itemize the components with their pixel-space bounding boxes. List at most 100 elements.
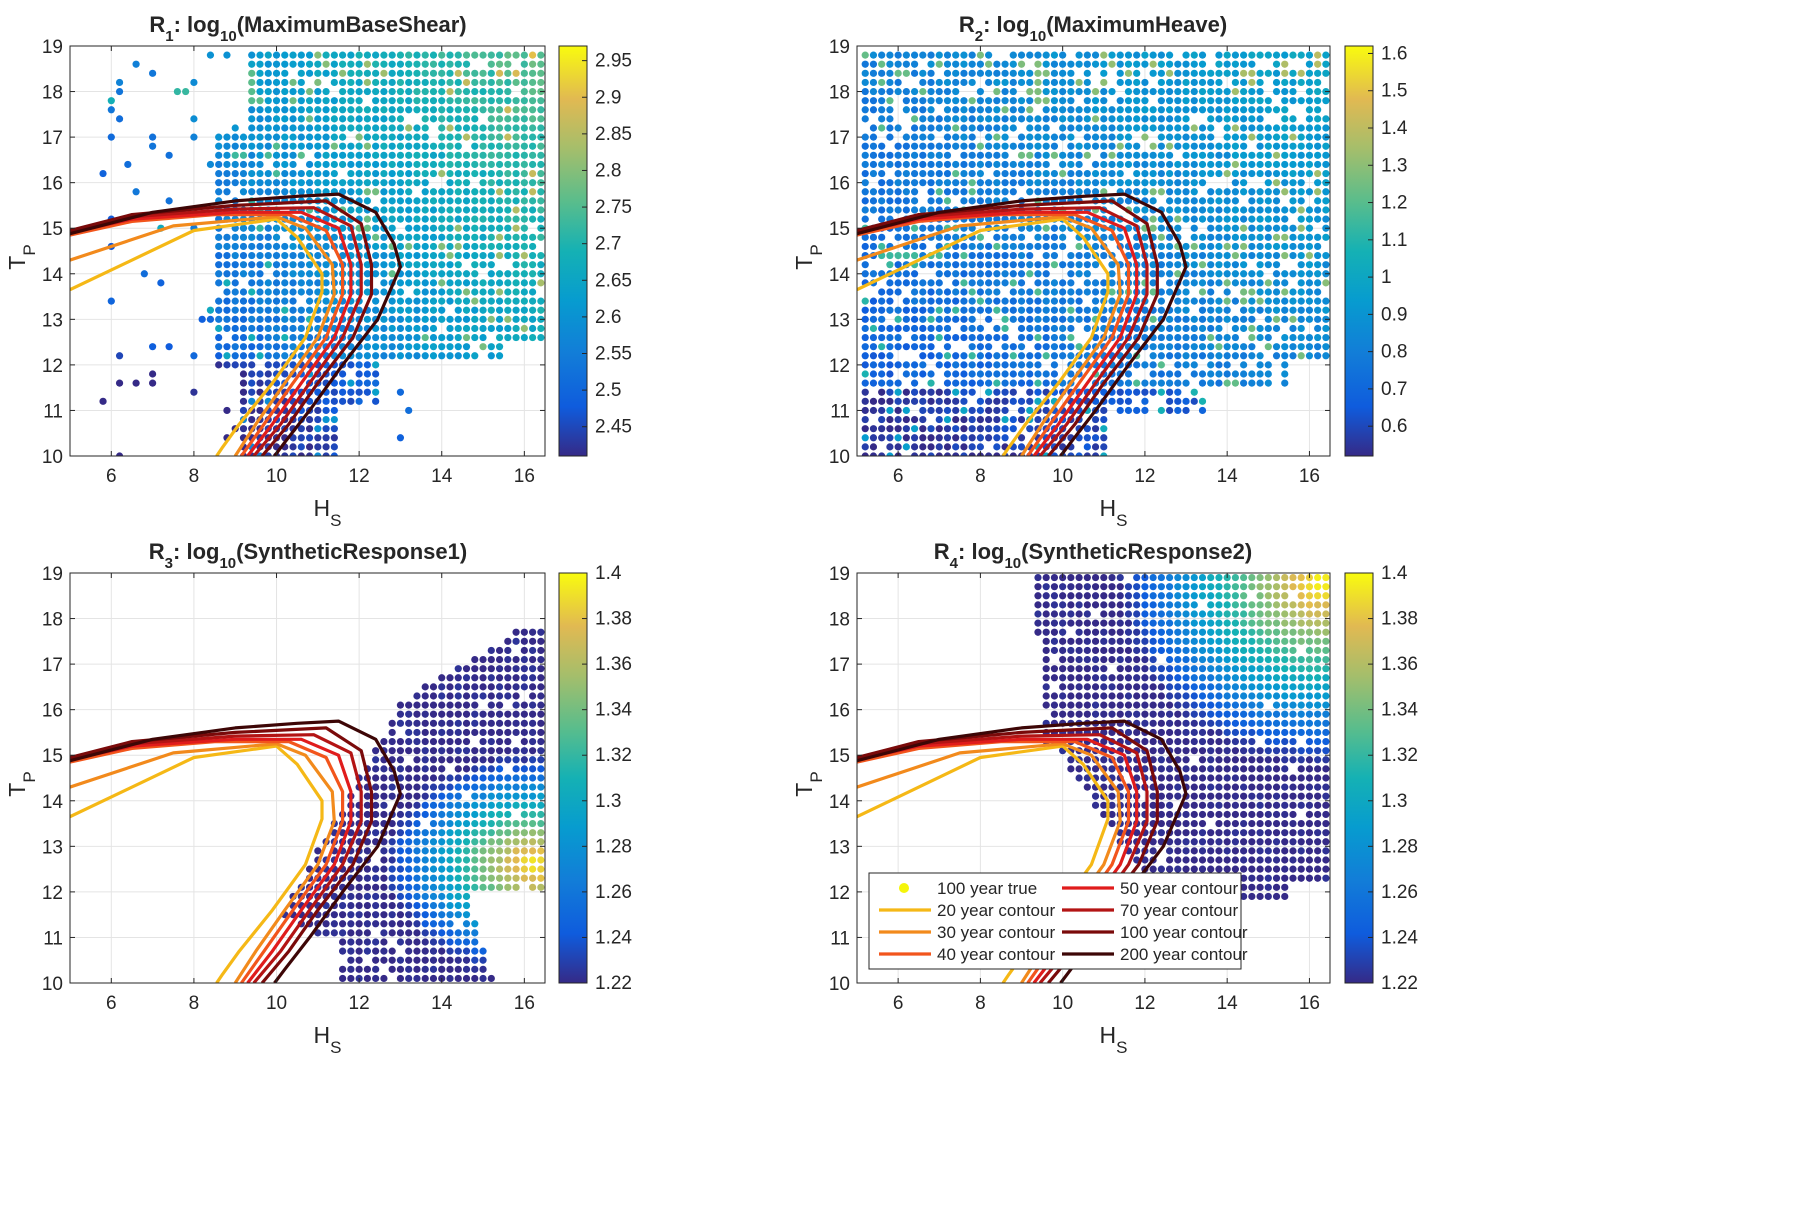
scatter-point	[364, 938, 371, 945]
scatter-point	[969, 334, 976, 341]
scatter-point	[504, 206, 511, 213]
scatter-point	[936, 152, 943, 159]
scatter-point	[1092, 243, 1099, 250]
scatter-point	[1199, 261, 1206, 268]
scatter-point	[446, 683, 453, 690]
colorbar: 2.452.52.552.62.652.72.752.82.852.92.95	[559, 46, 632, 456]
scatter-point	[1166, 252, 1173, 259]
scatter-point	[969, 188, 976, 195]
scatter-point	[985, 143, 992, 150]
scatter-point	[488, 820, 495, 827]
scatter-point	[380, 70, 387, 77]
scatter-point	[1256, 161, 1263, 168]
scatter-point	[919, 298, 926, 305]
scatter-point	[413, 802, 420, 809]
scatter-point	[322, 298, 329, 305]
scatter-point	[496, 234, 503, 241]
scatter-point	[862, 161, 869, 168]
scatter-point	[1232, 206, 1239, 213]
y-tick-label: 17	[829, 128, 850, 149]
scatter-point	[314, 252, 321, 259]
scatter-point	[1174, 407, 1181, 414]
scatter-point	[347, 920, 354, 927]
scatter-point	[512, 784, 519, 791]
scatter-point	[512, 179, 519, 186]
scatter-point	[944, 316, 951, 323]
scatter-point	[289, 325, 296, 332]
scatter-point	[1092, 674, 1099, 681]
scatter-point	[927, 352, 934, 359]
scatter-point	[993, 106, 1000, 113]
scatter-point	[413, 307, 420, 314]
scatter-point	[1166, 170, 1173, 177]
scatter-point	[422, 270, 429, 277]
scatter-point	[895, 252, 902, 259]
scatter-point	[389, 738, 396, 745]
scatter-point	[1059, 702, 1066, 709]
scatter-point	[944, 152, 951, 159]
scatter-point	[993, 425, 1000, 432]
scatter-point	[886, 334, 893, 341]
scatter-point	[281, 298, 288, 305]
scatter-point	[936, 270, 943, 277]
scatter-point	[339, 115, 346, 122]
scatter-point	[1215, 325, 1222, 332]
scatter-point	[1289, 152, 1296, 159]
scatter-point	[969, 288, 976, 295]
scatter-point	[479, 829, 486, 836]
scatter-point	[223, 152, 230, 159]
scatter-point	[1108, 702, 1115, 709]
scatter-point	[952, 334, 959, 341]
scatter-point	[455, 893, 462, 900]
scatter-point	[496, 866, 503, 873]
scatter-point	[1092, 307, 1099, 314]
scatter-point	[1207, 106, 1214, 113]
scatter-point	[232, 179, 239, 186]
scatter-point	[985, 434, 992, 441]
scatter-point	[372, 270, 379, 277]
scatter-point	[1108, 656, 1115, 663]
scatter-point	[870, 398, 877, 405]
scatter-point	[960, 52, 967, 59]
scatter-point	[479, 216, 486, 223]
scatter-point	[1207, 79, 1214, 86]
scatter-point	[496, 838, 503, 845]
scatter-point	[1256, 115, 1263, 122]
scatter-point	[331, 70, 338, 77]
scatter-point	[389, 161, 396, 168]
scatter-point	[1010, 416, 1017, 423]
scatter-point	[1199, 288, 1206, 295]
scatter-point	[529, 747, 536, 754]
scatter-point	[512, 656, 519, 663]
scatter-point	[463, 234, 470, 241]
scatter-point	[289, 288, 296, 295]
scatter-point	[911, 443, 918, 450]
scatter-point	[919, 288, 926, 295]
scatter-point	[895, 288, 902, 295]
scatter-point	[521, 784, 528, 791]
scatter-point	[471, 298, 478, 305]
scatter-point	[1034, 389, 1041, 396]
scatter-point	[1191, 97, 1198, 104]
scatter-point	[512, 307, 519, 314]
scatter-point	[1166, 234, 1173, 241]
scatter-point	[1076, 270, 1083, 277]
scatter-point	[1273, 279, 1280, 286]
scatter-point	[903, 407, 910, 414]
scatter-point	[364, 875, 371, 882]
scatter-point	[496, 747, 503, 754]
scatter-point	[1092, 88, 1099, 95]
scatter-point	[422, 52, 429, 59]
scatter-point	[1043, 243, 1050, 250]
scatter-point	[1100, 61, 1107, 68]
scatter-point	[993, 170, 1000, 177]
scatter-point	[496, 820, 503, 827]
scatter-point	[529, 729, 536, 736]
scatter-point	[1067, 620, 1074, 627]
y-tick-label: 15	[42, 219, 63, 240]
scatter-point	[1224, 97, 1231, 104]
scatter-point	[298, 434, 305, 441]
scatter-point	[1166, 325, 1173, 332]
scatter-point	[405, 316, 412, 323]
scatter-point	[488, 747, 495, 754]
